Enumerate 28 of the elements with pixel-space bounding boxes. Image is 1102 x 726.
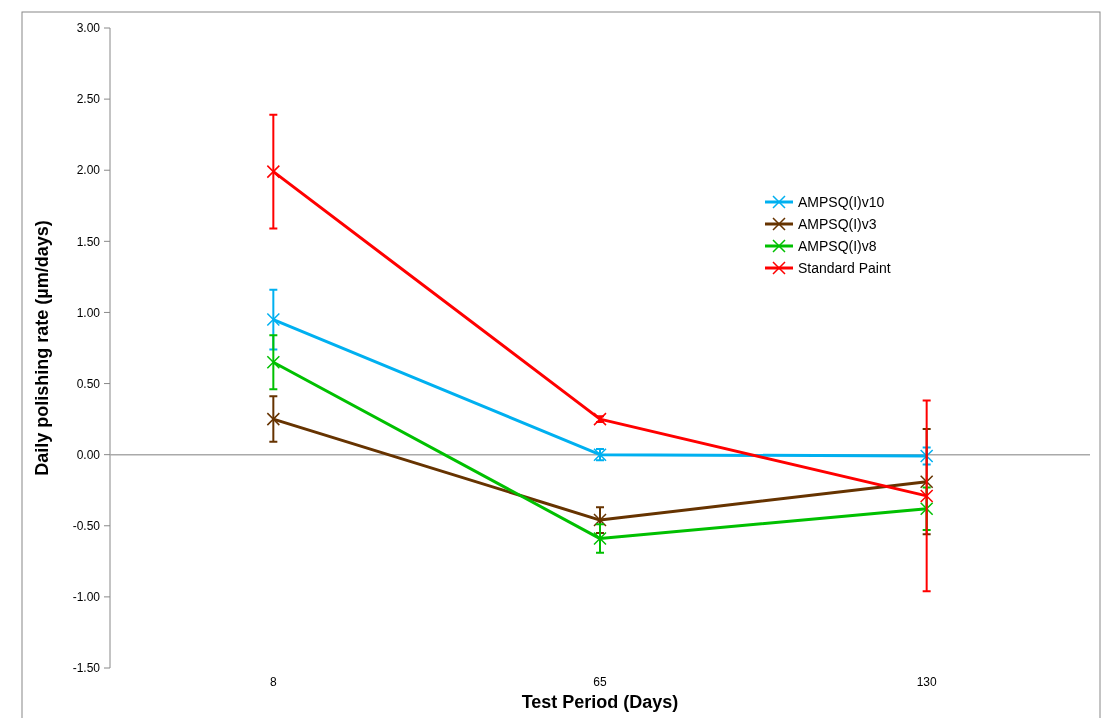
point	[919, 474, 934, 489]
y-tick-label: 2.00	[76, 163, 101, 178]
point	[919, 501, 934, 516]
y-tick-label: 1.00	[76, 305, 101, 320]
point	[593, 513, 607, 527]
point	[266, 312, 281, 327]
point	[266, 164, 281, 179]
legend-label: Standard Paint	[798, 259, 891, 276]
y-axis-title: Daily polishing rate (µm/days)	[32, 220, 52, 476]
x-tick-label: 65	[593, 675, 607, 689]
y-tick-label: 0.00	[76, 447, 101, 462]
y-tick-label: -1.00	[72, 590, 101, 605]
y-tick-label: -1.50	[72, 661, 101, 676]
x-tick-label: 130	[916, 675, 937, 689]
point	[266, 355, 281, 369]
point	[593, 531, 607, 546]
point	[919, 489, 934, 503]
x-tick-label: 8	[269, 675, 277, 689]
y-tick-label: 0.50	[76, 376, 101, 391]
legend-label: AMPSQ(I)v3	[798, 215, 877, 232]
legend-label: AMPSQ(I)v10	[798, 193, 885, 210]
legend-label: AMPSQ(I)v8	[798, 237, 877, 254]
y-tick-label: 3.00	[76, 21, 101, 36]
y-tick-label: 2.50	[76, 92, 101, 107]
y-tick-label: 1.50	[76, 234, 101, 249]
x-axis-title: Test Period (Days)	[521, 692, 679, 712]
y-tick-label: -0.50	[72, 518, 101, 533]
point	[266, 412, 281, 426]
